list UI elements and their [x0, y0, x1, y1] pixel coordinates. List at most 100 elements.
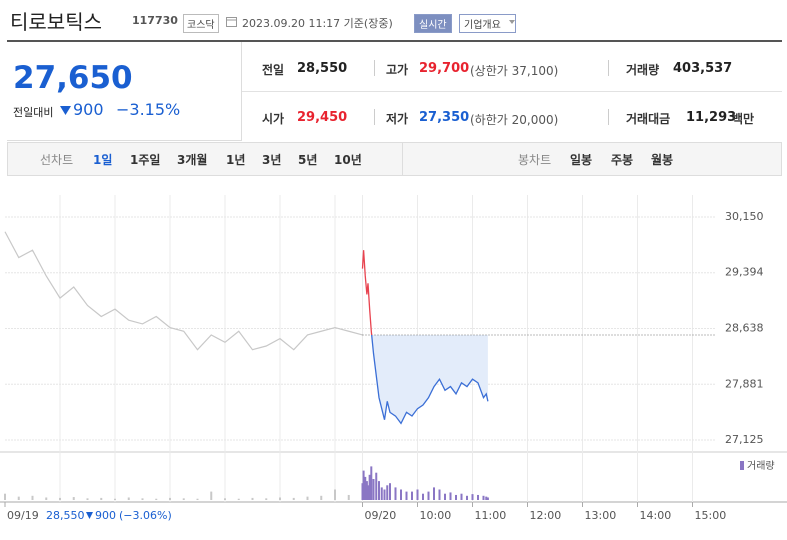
tab[interactable]: 10년: [334, 153, 362, 167]
volume-bar: [471, 494, 474, 500]
stat-value: 403,537: [673, 61, 733, 76]
stat-note: (하한가 20,000): [470, 113, 559, 127]
volume-bar: [279, 497, 281, 500]
x-tick-label: 15:00: [695, 509, 727, 522]
stat-label: 거래대금: [626, 112, 671, 126]
change: 900: [73, 100, 104, 119]
volume-bar: [460, 493, 463, 500]
tab[interactable]: 월봉: [651, 153, 674, 167]
volume-bar: [367, 485, 369, 500]
volume-bar: [100, 497, 103, 500]
volume-bar: [427, 491, 430, 500]
divider: [374, 60, 375, 76]
stat-unit: 백만: [732, 112, 755, 126]
volume-bar: [45, 497, 48, 500]
footer-change: 900: [95, 509, 116, 522]
volume-bar: [400, 489, 402, 500]
volume-bar: [383, 489, 386, 500]
volume-bar: [114, 498, 116, 500]
header-rule: [7, 40, 782, 42]
stat-label: 시가: [262, 112, 285, 126]
x-tick-label: 09/20: [365, 509, 397, 522]
volume-bar: [347, 494, 350, 500]
volume-bar: [196, 498, 199, 500]
stock-code: 117730: [132, 14, 178, 27]
stat-label: 저가: [386, 112, 409, 126]
volume-legend: 거래량: [747, 460, 775, 472]
volume-bar: [362, 470, 365, 500]
volume-legend-swatch: [740, 461, 744, 470]
volume-bar: [292, 497, 295, 500]
x-tick-label: 13:00: [585, 509, 617, 522]
footer-pct: (−3.06%): [119, 509, 172, 522]
y-tick-label: 27,881: [725, 377, 764, 390]
stat-value: 29,700: [419, 61, 470, 76]
y-tick-label: 29,394: [725, 266, 764, 279]
volume-bar: [449, 492, 452, 500]
volume-bar: [365, 481, 368, 500]
stat-label: 고가: [386, 63, 409, 77]
down-icon: [60, 106, 71, 115]
divider: [608, 109, 609, 125]
company-button[interactable]: 기업개요: [459, 14, 516, 33]
tab[interactable]: 1일: [93, 153, 113, 167]
tab[interactable]: 일봉: [570, 153, 593, 167]
x-tick-label: 09/19: [7, 509, 39, 522]
price-line: [371, 334, 489, 425]
volume-bar: [422, 493, 424, 500]
change-pct: −3.15%: [116, 100, 181, 119]
volume-bar: [4, 493, 6, 500]
volume-bar: [380, 487, 383, 500]
volume-bar: [455, 494, 457, 500]
datetime: 2023.09.20 11:17 기준(장중): [242, 17, 393, 30]
volume-bar: [17, 496, 20, 500]
volume-bar: [378, 481, 380, 500]
price-panel: [7, 42, 242, 141]
calendar-icon: [226, 17, 237, 27]
volume-bar: [251, 497, 254, 500]
y-tick-label: 27,125: [725, 433, 764, 446]
tab[interactable]: 5년: [298, 153, 318, 167]
down-icon: [86, 512, 93, 519]
volume-bar: [477, 494, 479, 500]
volume-bar: [394, 487, 397, 500]
volume-bar: [386, 485, 389, 500]
realtime-button[interactable]: 실시간: [414, 14, 452, 33]
stock-name: 티로보틱스: [10, 10, 102, 34]
x-tick-label: 10:00: [420, 509, 452, 522]
stat-note: (상한가 37,100): [470, 64, 559, 78]
volume-bar: [361, 483, 364, 500]
tab-bar: [7, 142, 782, 176]
stats-rule: [242, 91, 782, 92]
volume-bar: [169, 497, 171, 500]
tab[interactable]: 주봉: [611, 153, 634, 167]
volume-bar: [368, 474, 371, 500]
tab[interactable]: 1년: [226, 153, 246, 167]
x-tick-label: 12:00: [530, 509, 562, 522]
stat-value: 28,550: [297, 61, 348, 76]
tab[interactable]: 3개월: [177, 153, 208, 167]
volume-bar: [433, 487, 435, 500]
volume-bar: [375, 472, 378, 500]
tab[interactable]: 1주일: [130, 153, 161, 167]
x-tick-label: 11:00: [475, 509, 507, 522]
volume-bar: [416, 489, 419, 500]
volume-bar: [466, 495, 468, 500]
area: [362, 334, 488, 424]
stat-label: 거래량: [626, 63, 660, 77]
volume-bar: [59, 497, 61, 500]
change-label: 전일대비: [13, 106, 54, 119]
divider: [608, 60, 609, 76]
volume-bar: [411, 491, 413, 500]
volume-bar: [364, 476, 367, 500]
volume-bar: [444, 493, 446, 500]
dropdown-icon: [509, 20, 515, 24]
volume-bar: [141, 498, 144, 500]
y-tick-label: 30,150: [725, 210, 764, 223]
tab[interactable]: 3년: [262, 153, 282, 167]
volume-bar: [31, 495, 34, 500]
market: 코스닥: [183, 14, 219, 33]
footer-prev: 28,550: [46, 509, 85, 522]
volume-bar: [370, 466, 373, 500]
